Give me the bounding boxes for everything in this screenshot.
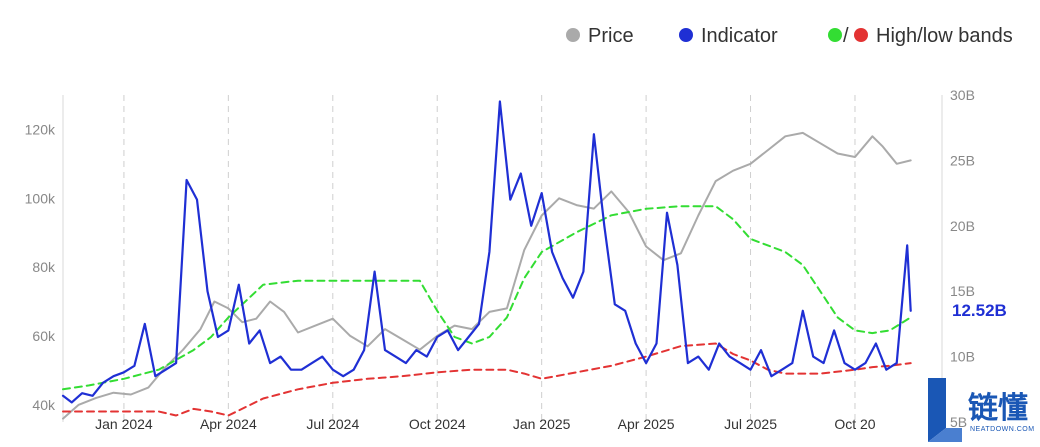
x-tick-label: Oct 2024 — [409, 416, 466, 432]
legend: Price Indicator / High/low bands — [566, 25, 1013, 47]
y-right-tick-label: 15B — [950, 283, 975, 299]
y-right-tick-label: 10B — [950, 349, 975, 365]
series-line-high-band — [62, 205, 912, 391]
y-left-tick-label: 60k — [32, 328, 56, 344]
logo-en-text: NEATDOWN.COM — [970, 426, 1035, 433]
x-tick-label: Apr 2024 — [200, 416, 257, 432]
logo-cn-text: 链懂 — [968, 391, 1028, 425]
legend-item-indicator[interactable]: Indicator — [679, 25, 778, 47]
y-left-tick-label: 120k — [25, 121, 56, 137]
watermark-logo: 链懂 NEATDOWN.COM — [928, 378, 1035, 442]
legend-item-price[interactable]: Price — [566, 25, 634, 47]
x-tick-label: Oct 20 — [834, 416, 875, 432]
y-right-tick-label: 5B — [950, 414, 967, 430]
y-axis-left-ticks: 40k 60k 80k 100k 120k — [25, 121, 56, 412]
legend-label-indicator: Indicator — [701, 25, 778, 47]
logo-l-icon — [928, 378, 962, 442]
series-line-indicator — [61, 100, 912, 404]
y-right-tick-label: 20B — [950, 218, 975, 234]
y-right-tick-label: 25B — [950, 152, 975, 168]
y-left-tick-label: 100k — [25, 190, 56, 206]
legend-label-price: Price — [588, 25, 634, 47]
current-value-label: 12.52B — [952, 301, 1007, 320]
x-axis-ticks: Jan 2024 Apr 2024 Jul 2024 Oct 2024 Jan 2025… — [95, 416, 876, 432]
x-tick-label: Jan 2025 — [513, 416, 571, 432]
series-line-low-band — [62, 342, 912, 417]
x-tick-label: Jul 2024 — [306, 416, 359, 432]
x-tick-label: Jul 2025 — [724, 416, 777, 432]
legend-label-bands: High/low bands — [876, 25, 1013, 47]
y-left-tick-label: 80k — [32, 259, 56, 275]
legend-marker-low-band — [854, 28, 868, 42]
series-line-price — [62, 131, 912, 420]
y-right-tick-label: 30B — [950, 87, 975, 103]
x-tick-label: Apr 2025 — [618, 416, 675, 432]
legend-item-bands[interactable]: / High/low bands — [828, 25, 1013, 47]
legend-marker-price — [566, 28, 580, 42]
series-layer — [61, 100, 912, 420]
x-tick-label: Jan 2024 — [95, 416, 153, 432]
legend-separator: / — [843, 25, 849, 47]
legend-marker-high-band — [828, 28, 842, 42]
legend-marker-indicator — [679, 28, 693, 42]
y-left-tick-label: 40k — [32, 397, 56, 413]
y-axis-right-ticks: 5B 10B 15B 20B 25B 30B — [950, 87, 975, 430]
